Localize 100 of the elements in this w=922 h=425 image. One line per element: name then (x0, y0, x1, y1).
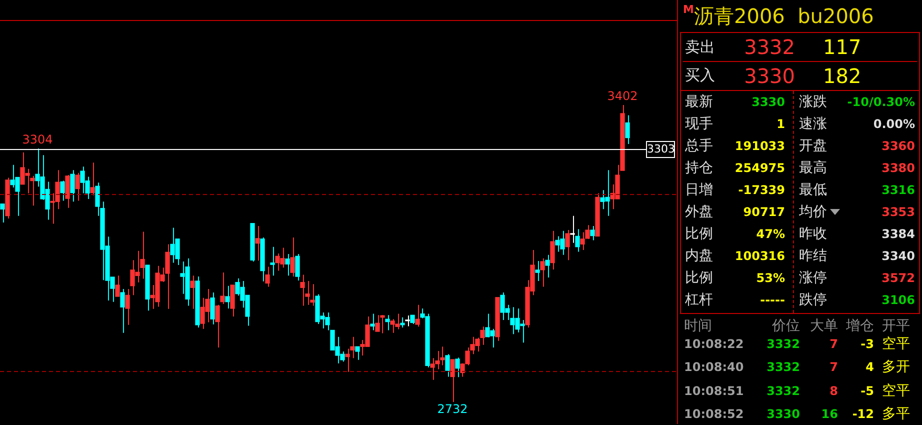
text: 最低 (799, 181, 828, 199)
text: -17339 (737, 183, 785, 197)
candlestick (290, 237, 295, 278)
text: 100316 (734, 249, 785, 263)
candlestick (540, 258, 545, 288)
text: 47% (755, 227, 785, 241)
candlestick (265, 266, 270, 288)
text: 昨收 (799, 225, 828, 243)
text: 3332 (766, 360, 800, 374)
text: 3360 (880, 139, 915, 153)
candlestick (125, 288, 130, 326)
candlestick (310, 284, 315, 306)
text: 最高 (799, 159, 828, 177)
candlestick (545, 254, 550, 278)
text: 最新 (684, 93, 714, 111)
candlestick (370, 313, 375, 331)
candlestick (455, 357, 460, 378)
text: 3330 (743, 64, 795, 88)
candlestick (385, 314, 390, 331)
text: 3330 (750, 95, 785, 109)
candlestick (535, 260, 540, 282)
text: 卖出 (684, 38, 716, 56)
candlestick (550, 230, 555, 270)
ref-line-label: 3303 (647, 142, 675, 156)
candlestick (380, 314, 385, 334)
text: 16 (820, 407, 838, 421)
candlestick (60, 180, 65, 202)
candlestick (90, 162, 95, 196)
text: 3106 (880, 293, 915, 307)
candlestick (440, 346, 445, 366)
candlestick (570, 215, 575, 244)
text: 外盘 (684, 203, 714, 221)
candlestick (220, 272, 225, 305)
text: 涨停 (799, 269, 828, 287)
text: 3340 (880, 249, 915, 263)
text: 开平 (881, 316, 911, 334)
candlestick (115, 275, 120, 297)
text: 191033 (734, 139, 785, 153)
text: 现手 (684, 115, 714, 133)
text: 均价 (799, 203, 828, 221)
text: 10:08:51 (683, 384, 745, 398)
text: 10:08:22 (683, 336, 745, 350)
text: 涨跌 (799, 93, 828, 111)
text: M (683, 3, 694, 16)
candlestick (590, 226, 595, 241)
candlestick (445, 354, 450, 378)
text: 7 (828, 336, 838, 350)
candlestick (295, 253, 300, 282)
text: ----- (759, 293, 785, 307)
text: 7 (828, 360, 838, 374)
text: 买入 (684, 66, 716, 85)
text: 3384 (880, 227, 915, 241)
text: -12 (851, 407, 874, 421)
text: 117 (822, 35, 862, 59)
text: 3316 (880, 183, 915, 197)
candlestick (415, 304, 420, 328)
text: 3572 (880, 271, 915, 285)
text: 4 (864, 360, 874, 374)
text: 3353 (880, 205, 915, 219)
text: 3332 (766, 384, 800, 398)
text: 10:08:52 (683, 407, 745, 421)
candlestick (625, 114, 630, 145)
text: 3332 (766, 336, 800, 350)
text: 昨结 (799, 247, 828, 265)
text: 杠杆 (684, 291, 714, 309)
text: 开盘 (799, 137, 828, 155)
candlestick (405, 315, 410, 327)
text: 增仓 (845, 316, 874, 334)
text: 空平 (881, 334, 911, 352)
candlestick (65, 174, 70, 208)
candlestick (270, 246, 275, 276)
candlestick (0, 203, 5, 223)
text: 大单 (809, 316, 838, 334)
text: 持仓 (684, 159, 714, 177)
text: 3330 (766, 407, 800, 421)
candlestick (255, 226, 260, 262)
candlestick (225, 285, 230, 309)
text: 3380 (880, 161, 915, 175)
text: 8 (828, 384, 838, 398)
candlestick (165, 244, 170, 310)
candlestick (140, 231, 145, 280)
text: 价位 (771, 316, 800, 334)
text: -10/0.30% (847, 95, 915, 109)
text: 内盘 (684, 247, 714, 265)
text: 0.00% (872, 117, 915, 131)
text: 90717 (742, 205, 785, 219)
candlestick (355, 346, 360, 360)
candlestick (120, 288, 125, 334)
text: 时间 (683, 316, 713, 334)
text: 空平 (881, 382, 911, 400)
text: 跌停 (799, 291, 828, 309)
candlestick (215, 304, 220, 348)
annotation: 3402 (607, 89, 638, 104)
candlestick (575, 228, 580, 252)
text: 254975 (734, 161, 785, 175)
text: 53% (755, 271, 785, 285)
text: 1 (776, 117, 785, 131)
text: 多开 (881, 358, 911, 376)
candlestick (565, 230, 570, 261)
annotation: 2732 (437, 402, 468, 416)
